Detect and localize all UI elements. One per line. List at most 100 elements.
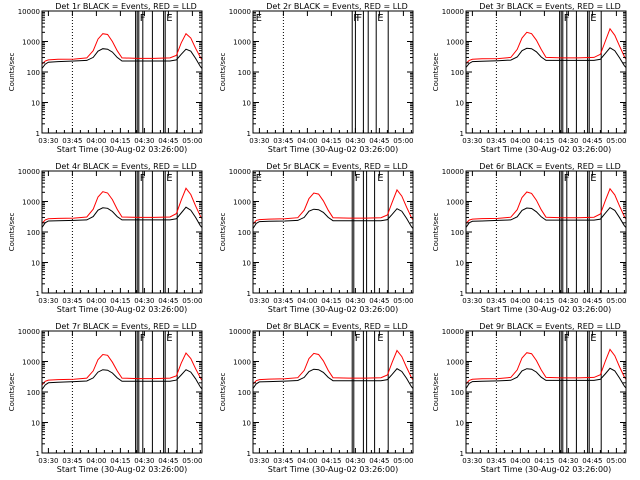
y-tick-label: 100 [451, 229, 464, 237]
x-tick-label: 05:00 [182, 137, 202, 145]
y-tick-label: 1000 [233, 39, 251, 47]
flag-marker-label: E [166, 173, 172, 184]
x-axis-label: Start Time (30-Aug-02 03:26:00) [57, 305, 188, 314]
y-tick-label: 100 [238, 69, 251, 77]
x-tick-label: 05:00 [393, 297, 413, 305]
lld-series-line [465, 187, 627, 224]
panel-det-3r: Det 3r BLACK = Events, RED = LLD F E 1 10 100… [432, 2, 627, 154]
flag-marker-label: E [590, 173, 596, 184]
y-tick-label: 100 [238, 229, 251, 237]
x-tick-label: 04:45 [369, 137, 389, 145]
flag-marker-label: E [377, 173, 383, 184]
x-tick-label: 04:30 [345, 297, 365, 305]
y-tick-label: 10 [242, 420, 251, 428]
flag-marker-label: F [564, 333, 570, 344]
x-tick-label: 03:30 [249, 137, 269, 145]
x-tick-label: 04:00 [297, 297, 317, 305]
panel-det-9r: Det 9r BLACK = Events, RED = LLD F E 1 10 100… [432, 322, 627, 474]
flag-marker-label: F [355, 333, 361, 344]
x-tick-label: 05:00 [606, 457, 626, 465]
y-tick-label: 1000 [22, 39, 40, 47]
y-axis-label: Counts/sec [219, 373, 227, 412]
lld-series-line [252, 349, 414, 385]
y-tick-label: 100 [27, 229, 40, 237]
y-tick-label: 1 [460, 450, 464, 458]
x-tick-label: 04:30 [558, 297, 578, 305]
panel-det-6r: Det 6r BLACK = Events, RED = LLD F E 1 10 100… [432, 162, 627, 314]
x-tick-label: 05:00 [182, 297, 202, 305]
panel-det-4r: Det 4r BLACK = Events, RED = LLD F E 1 10 100… [8, 162, 203, 314]
x-axis-label: Start Time (30-Aug-02 03:26:00) [57, 465, 188, 474]
panel-title: Det 6r BLACK = Events, RED = LLD [479, 162, 621, 171]
x-tick-label: 04:00 [297, 137, 317, 145]
x-tick-label: 04:45 [582, 137, 602, 145]
y-tick-label: 10000 [229, 8, 251, 16]
x-tick-label: 04:30 [558, 457, 578, 465]
y-tick-label: 1 [460, 130, 464, 138]
x-tick-label: 03:45 [486, 137, 506, 145]
events-series-line [465, 206, 627, 228]
x-tick-label: 03:45 [62, 457, 82, 465]
flag-marker-label: E [256, 13, 262, 24]
x-tick-label: 05:00 [393, 457, 413, 465]
y-tick-label: 10000 [18, 8, 40, 16]
x-tick-label: 04:45 [582, 297, 602, 305]
y-tick-label: 1000 [22, 199, 40, 207]
y-tick-label: 1000 [446, 199, 464, 207]
y-tick-label: 1 [247, 450, 251, 458]
x-tick-label: 03:30 [38, 137, 58, 145]
x-tick-label: 04:15 [534, 457, 554, 465]
panel-title: Det 9r BLACK = Events, RED = LLD [479, 322, 621, 331]
flag-marker-label: F [140, 333, 146, 344]
x-tick-label: 04:15 [110, 137, 130, 145]
x-tick-label: 03:45 [62, 137, 82, 145]
panel-title: Det 3r BLACK = Events, RED = LLD [479, 2, 621, 11]
x-tick-label: 03:30 [249, 297, 269, 305]
y-tick-label: 10000 [229, 168, 251, 176]
x-tick-label: 03:45 [486, 297, 506, 305]
x-tick-label: 04:45 [582, 457, 602, 465]
y-tick-label: 10000 [18, 168, 40, 176]
events-series-line [41, 48, 203, 69]
y-axis-label: Counts/sec [432, 213, 440, 252]
y-tick-label: 10 [31, 260, 40, 268]
y-axis-label: Counts/sec [432, 53, 440, 92]
flag-marker-label: E [377, 13, 383, 24]
y-tick-label: 10 [242, 260, 251, 268]
x-tick-label: 04:30 [345, 457, 365, 465]
x-axis-label: Start Time (30-Aug-02 03:26:00) [268, 305, 399, 314]
flag-marker-label: F [356, 13, 362, 24]
x-tick-label: 04:45 [158, 457, 178, 465]
flag-marker-label: E [377, 333, 383, 344]
x-tick-label: 03:45 [486, 457, 506, 465]
y-tick-label: 1000 [233, 199, 251, 207]
y-tick-label: 10000 [18, 328, 40, 336]
y-tick-label: 1000 [446, 359, 464, 367]
flag-marker-label: F [564, 13, 570, 24]
y-tick-label: 10 [31, 420, 40, 428]
x-tick-label: 03:30 [462, 297, 482, 305]
panel-title: Det 1r BLACK = Events, RED = LLD [55, 2, 197, 11]
x-axis-label: Start Time (30-Aug-02 03:26:00) [481, 465, 612, 474]
y-tick-label: 10000 [442, 8, 464, 16]
y-tick-label: 10000 [229, 328, 251, 336]
y-axis-label: Counts/sec [8, 373, 16, 412]
y-axis-label: Counts/sec [8, 53, 16, 92]
y-tick-label: 100 [27, 389, 40, 397]
events-series-line [41, 206, 203, 228]
x-tick-label: 04:45 [369, 457, 389, 465]
events-series-line [41, 369, 203, 390]
x-tick-label: 04:15 [321, 297, 341, 305]
x-tick-label: 03:30 [462, 457, 482, 465]
panel-title: Det 5r BLACK = Events, RED = LLD [266, 162, 408, 171]
x-tick-label: 04:15 [110, 457, 130, 465]
flag-marker-label: E [256, 173, 262, 184]
x-tick-label: 04:15 [321, 457, 341, 465]
x-axis-label: Start Time (30-Aug-02 03:26:00) [481, 305, 612, 314]
lld-series-line [41, 187, 203, 224]
x-axis-label: Start Time (30-Aug-02 03:26:00) [268, 465, 399, 474]
y-tick-label: 10 [455, 100, 464, 108]
flag-marker-label: E [590, 13, 596, 24]
x-tick-label: 04:00 [510, 137, 530, 145]
